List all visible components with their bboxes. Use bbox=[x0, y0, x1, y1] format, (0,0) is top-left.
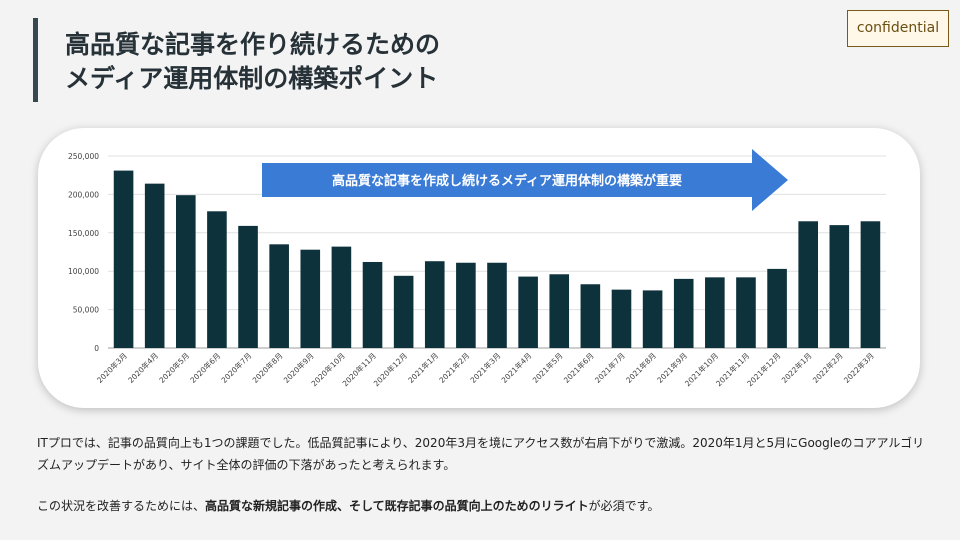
x-tick-label: 2022年3月 bbox=[841, 350, 876, 385]
x-tick-label: 2020年5月 bbox=[157, 350, 192, 385]
bar bbox=[456, 262, 476, 348]
x-tick-label: 2020年6月 bbox=[188, 350, 223, 385]
bar bbox=[705, 277, 725, 348]
x-tick-label: 2021年2月 bbox=[437, 350, 472, 385]
annotation-text: 高品質な記事を作成し続けるメディア運用体制の構築が重要 bbox=[332, 173, 682, 189]
bar bbox=[829, 225, 850, 348]
x-tick-label: 2021年1月 bbox=[406, 350, 441, 385]
bar bbox=[175, 195, 196, 348]
bar bbox=[331, 246, 352, 348]
x-tick-label: 2022年2月 bbox=[810, 350, 845, 385]
bar-chart: 250,000200,000150,000100,00050,00002020年… bbox=[68, 149, 886, 388]
x-tick-label: 2021年4月 bbox=[499, 350, 534, 385]
x-tick-label: 2022年1月 bbox=[779, 350, 814, 385]
description-paragraph: ITプロでは、記事の品質向上も1つの課題でした。低品質記事により、2020年3月… bbox=[37, 436, 925, 472]
bar bbox=[207, 211, 227, 348]
bar bbox=[393, 275, 414, 348]
y-tick-label: 0 bbox=[94, 344, 99, 353]
x-tick-label: 2020年8月 bbox=[250, 350, 285, 385]
bar bbox=[611, 289, 632, 348]
y-tick-label: 250,000 bbox=[68, 152, 99, 161]
y-tick-label: 100,000 bbox=[68, 267, 99, 276]
bar bbox=[767, 268, 787, 348]
bar bbox=[673, 278, 694, 348]
y-tick-label: 150,000 bbox=[68, 229, 99, 238]
title-line-2: メディア運用体制の構築ポイント bbox=[65, 64, 439, 93]
y-tick-label: 200,000 bbox=[68, 190, 99, 199]
bar bbox=[736, 277, 756, 348]
title-line-1: 高品質な記事を作り続けるための bbox=[65, 30, 441, 59]
y-tick-label: 50,000 bbox=[73, 306, 99, 315]
page-title: 高品質な記事を作り続けるための メディア運用体制の構築ポイント bbox=[65, 28, 785, 96]
x-tick-label: 2021年5月 bbox=[530, 350, 565, 385]
bar bbox=[798, 221, 819, 348]
x-tick-label: 2020年12月 bbox=[371, 350, 409, 388]
conclusion-part-1: この状況を改善するためには、 bbox=[37, 499, 206, 513]
x-tick-label: 2020年3月 bbox=[94, 350, 129, 385]
bar bbox=[860, 221, 881, 348]
x-tick-label: 2021年12月 bbox=[745, 350, 783, 388]
x-tick-label: 2021年7月 bbox=[592, 350, 627, 385]
bar bbox=[144, 183, 165, 348]
bar bbox=[238, 225, 258, 348]
bar bbox=[300, 249, 321, 348]
bar bbox=[362, 261, 383, 348]
bar bbox=[487, 262, 507, 348]
bar bbox=[642, 290, 663, 348]
x-tick-label: 2021年6月 bbox=[561, 350, 596, 385]
bar bbox=[549, 274, 570, 348]
conclusion-part-3: が必須です。 bbox=[588, 499, 660, 513]
conclusion-emphasis: 高品質な新規記事の作成、そして既存記事の品質向上のためのリライト bbox=[205, 499, 589, 513]
bar bbox=[269, 244, 289, 348]
chart-card: 250,000 200,000 150,000 100,000 50,000 0 2020年… bbox=[38, 128, 920, 408]
conclusion-paragraph: この状況を改善するためには、高品質な新規記事の作成、そして既存記事の品質向上のた… bbox=[37, 495, 927, 517]
bar bbox=[113, 170, 134, 348]
x-tick-label: 2021年8月 bbox=[623, 350, 658, 385]
x-tick-label: 2021年3月 bbox=[468, 350, 503, 385]
bar bbox=[580, 284, 601, 348]
x-tick-label: 2020年4月 bbox=[126, 350, 161, 385]
annotation-arrow bbox=[262, 149, 788, 211]
bar bbox=[424, 261, 445, 348]
confidential-badge: confidential bbox=[847, 10, 949, 47]
bar bbox=[518, 276, 538, 348]
title-accent-bar bbox=[33, 18, 38, 102]
x-tick-label: 2020年7月 bbox=[219, 350, 254, 385]
